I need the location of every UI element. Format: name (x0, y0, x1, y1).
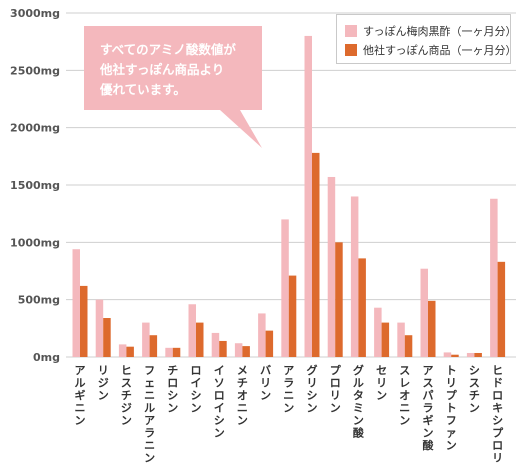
callout-line-2: 他社すっぽん商品より (100, 62, 225, 77)
bar (172, 347, 181, 357)
category-label: スレオニン (399, 364, 410, 427)
bar (381, 322, 390, 357)
category-label: トリプトファン (446, 364, 458, 452)
bar (95, 299, 104, 357)
legend-label-series-1: すっぽん梅肉黒酢（一ヶ月分） (363, 25, 517, 38)
bar (149, 335, 158, 357)
category-label: ヒスチジン (121, 364, 132, 427)
bar (103, 318, 111, 357)
y-tick-label: 500mg (18, 294, 60, 307)
bar (358, 258, 366, 357)
bar (327, 176, 336, 357)
legend-swatch-series-2 (345, 44, 357, 56)
bar (350, 196, 359, 357)
category-label: フェニルアラニン (144, 364, 155, 463)
bar (165, 347, 173, 357)
bar (265, 330, 274, 357)
category-label: アラニン (283, 364, 294, 415)
category-label: バリン (260, 364, 271, 402)
bar (304, 35, 312, 357)
legend-item-series-1: すっぽん梅肉黒酢（一ヶ月分） (345, 23, 517, 39)
bar (211, 332, 220, 357)
bar (126, 346, 134, 357)
bar (142, 322, 150, 357)
bar (312, 152, 320, 357)
legend-label-series-2: 他社すっぽん商品（一ヶ月分） (363, 44, 517, 57)
y-tick-label: 3000mg (10, 7, 60, 20)
callout-text: すべてのアミノ酸数値が 他社すっぽん商品より 優れています。 (100, 40, 258, 100)
bar (242, 346, 250, 357)
bar (234, 343, 243, 357)
bar (497, 261, 506, 357)
bar (118, 344, 127, 357)
bar (196, 322, 204, 357)
bar (420, 268, 428, 357)
bars-layer (72, 35, 506, 357)
legend-item-series-2: 他社すっぽん商品（一ヶ月分） (345, 42, 517, 58)
bar (466, 352, 475, 357)
category-label: プロリン (330, 363, 342, 415)
y-tick-label: 2500mg (10, 64, 60, 77)
bar (428, 300, 436, 357)
bar (281, 219, 289, 357)
callout-line-3: 優れています。 (100, 82, 186, 97)
callout-line-1: すべてのアミノ酸数値が (100, 42, 236, 57)
category-label: アスパラギン酸 (423, 364, 435, 452)
bar (443, 352, 452, 357)
bar (490, 198, 498, 357)
bar (288, 275, 297, 357)
y-tick-label: 1500mg (10, 179, 60, 192)
category-label: イソロイシン (214, 364, 225, 440)
y-tick-label: 0mg (33, 351, 60, 364)
bar (335, 242, 343, 357)
category-label: グリシン (307, 363, 318, 415)
bar (451, 354, 459, 357)
callout-shape (84, 26, 262, 148)
category-label: ロイシン (191, 364, 202, 415)
category-label: メチオニン (237, 364, 248, 427)
bar (72, 249, 80, 357)
bar (219, 340, 227, 357)
callout-bubble (84, 26, 262, 148)
category-label: グルタミン酸 (353, 363, 365, 440)
bar (374, 307, 382, 357)
category-label: チロシン (167, 364, 178, 415)
bar (80, 285, 88, 357)
bar (258, 313, 266, 357)
bar (188, 304, 196, 357)
category-label: シスチン (469, 364, 480, 415)
bar (404, 335, 413, 357)
y-tick-labels: 0mg 500mg 1000mg 1500mg 2000mg 2500mg 3000mg (10, 7, 60, 364)
bar (397, 322, 405, 357)
category-label: ヒドロキシプロリン (492, 364, 504, 463)
bar (474, 352, 482, 357)
chart-legend: すっぽん梅肉黒酢（一ヶ月分） 他社すっぽん商品（一ヶ月分） (336, 14, 517, 64)
category-label: セリン (376, 364, 387, 402)
legend-swatch-series-1 (345, 25, 357, 37)
category-label: リジン (98, 364, 109, 402)
category-labels: アルギニン リジン ヒスチジン フェニルアラニン チロシン ロイシン イソロイシン メチオニン… (75, 363, 505, 467)
y-tick-label: 1000mg (10, 236, 60, 249)
category-label: アルギニン (75, 364, 86, 427)
y-tick-label: 2000mg (10, 122, 60, 135)
